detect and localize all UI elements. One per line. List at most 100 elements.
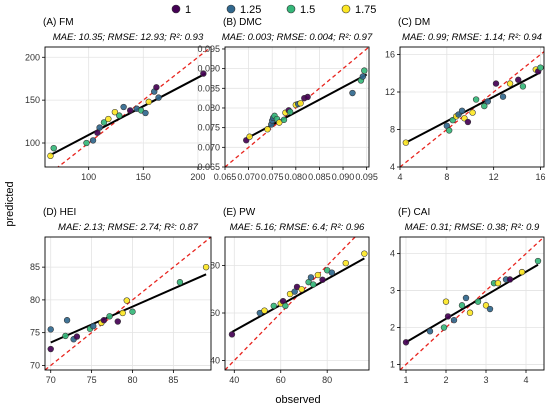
x-axis-label: observed: [275, 394, 320, 406]
fit-line: [50, 273, 207, 344]
y-tick-label-2: 0.075: [197, 123, 220, 133]
data-point-19: [361, 250, 368, 257]
data-point-6: [100, 119, 108, 126]
x-tick-label-2: 200: [190, 172, 205, 182]
data-point-2: [445, 127, 453, 134]
plot-frame: [399, 236, 545, 371]
x-tick-label-2: 80: [322, 375, 332, 385]
data-point-5: [73, 333, 81, 340]
y-tick-label-5: 0.090: [197, 64, 220, 74]
data-point-1: [47, 345, 54, 353]
data-point-15: [145, 98, 152, 106]
data-point-9: [474, 298, 482, 305]
x-tick-label-2: 12: [489, 172, 499, 182]
plot-frame: [224, 236, 370, 371]
x-tick-label-0: 70: [46, 375, 56, 385]
panel-title: (A) FM: [43, 17, 74, 28]
data-point-15: [506, 80, 514, 87]
x-tick-label-0: 40: [229, 375, 239, 385]
panel-title: (F) CAI: [398, 207, 430, 218]
data-point-12: [286, 108, 294, 116]
plot-frame: [399, 46, 545, 168]
data-point-9: [100, 317, 108, 324]
y-tick-label-2: 80: [210, 261, 220, 271]
data-point-2: [261, 307, 268, 314]
y-tick-label-2: 80: [30, 295, 40, 305]
legend-marker-0: [171, 4, 181, 14]
data-point-7: [462, 294, 470, 302]
y-tick-label-1: 150: [25, 95, 40, 105]
data-point-20: [359, 73, 367, 80]
y-tick-label-3: 85: [30, 262, 40, 272]
data-point-11: [481, 102, 488, 110]
y-tick-label-0: 0.065: [197, 162, 220, 172]
data-point-11: [114, 318, 121, 325]
data-point-12: [484, 98, 491, 105]
legend-marker-1: [226, 4, 236, 14]
panel-title: (C) DM: [398, 17, 430, 28]
x-tick-label-1: 0.070: [237, 172, 260, 182]
data-point-3: [63, 317, 71, 324]
legend-label-1: 1.25: [240, 4, 261, 16]
x-tick-label-1: 8: [444, 172, 449, 182]
y-tick-label-2: 12: [385, 87, 395, 97]
x-tick-label-1: 150: [136, 172, 151, 182]
data-point-0: [47, 152, 54, 160]
legend-label-3: 1.75: [355, 4, 376, 16]
data-point-19: [200, 70, 207, 77]
data-point-13: [310, 281, 317, 288]
data-point-5: [96, 124, 103, 131]
data-point-17: [304, 93, 311, 101]
grid: [225, 237, 369, 370]
y-tick-label-2: 200: [25, 52, 40, 62]
data-point-3: [442, 298, 450, 305]
data-point-17: [153, 84, 160, 91]
plot-frame: [224, 46, 370, 168]
data-point-11: [486, 305, 494, 313]
data-point-12: [119, 309, 126, 317]
data-point-16: [515, 76, 522, 83]
y-tick-label-0: 4: [390, 162, 395, 172]
data-point-0: [47, 326, 54, 333]
plot-frame: [44, 236, 212, 371]
data-point-0: [402, 339, 410, 346]
data-point-0: [402, 139, 410, 146]
data-point-2: [83, 139, 90, 147]
legend-label-2: 1.5: [300, 4, 315, 16]
data-point-21: [361, 67, 368, 74]
panels: (A) FM MAE: 10.35; RMSE: 12.93; R²: 0.93 1…: [25, 17, 546, 385]
panel-2: (C) DM MAE: 0.99; RMSE: 1.14; R²: 0.94 4 8 1…: [385, 17, 546, 182]
panel-stats: MAE: 10.35; RMSE: 12.93; R²: 0.93: [53, 32, 204, 43]
data-point-6: [458, 302, 466, 309]
data-point-15: [297, 100, 304, 107]
panel-stats: MAE: 0.003; RMSE: 0.004; R²: 0.97: [222, 32, 373, 43]
x-tick-label-2: 80: [127, 375, 137, 385]
panel-title: (D) HEI: [43, 207, 76, 218]
x-tick-label-3: 4: [523, 375, 528, 385]
y-tick-label-0: 70: [30, 360, 40, 370]
data-point-17: [519, 83, 527, 90]
data-point-4: [444, 313, 452, 320]
data-point-17: [534, 257, 542, 265]
panel-stats: MAE: 2.13; RMSE: 2.74; R²: 0.87: [58, 222, 199, 233]
legend: 1 1.25 1.5 1.75: [171, 4, 376, 16]
y-tick-label-6: 0.095: [197, 44, 220, 54]
data-point-1: [50, 144, 57, 152]
x-tick-label-0: 1: [403, 375, 408, 385]
plot-frame: [44, 46, 212, 168]
data-point-17: [328, 269, 336, 276]
panel-5: (F) CAI MAE: 0.31; RMSE: 0.38; R²: 0.9 1 2 3…: [390, 207, 545, 385]
y-tick-label-0: 1: [390, 359, 395, 369]
data-point-10: [472, 96, 480, 103]
legend-marker-2: [286, 4, 296, 14]
grid: [45, 47, 211, 167]
data-point-16: [202, 263, 210, 271]
y-tick-label-1: 2: [390, 323, 395, 333]
y-tick-label-3: 16: [385, 50, 395, 60]
data-point-10: [120, 103, 127, 111]
identity-line: [400, 50, 544, 167]
data-point-14: [499, 93, 507, 100]
panel-title: (B) DMC: [223, 17, 262, 28]
x-tick-label-3: 16: [535, 172, 545, 182]
